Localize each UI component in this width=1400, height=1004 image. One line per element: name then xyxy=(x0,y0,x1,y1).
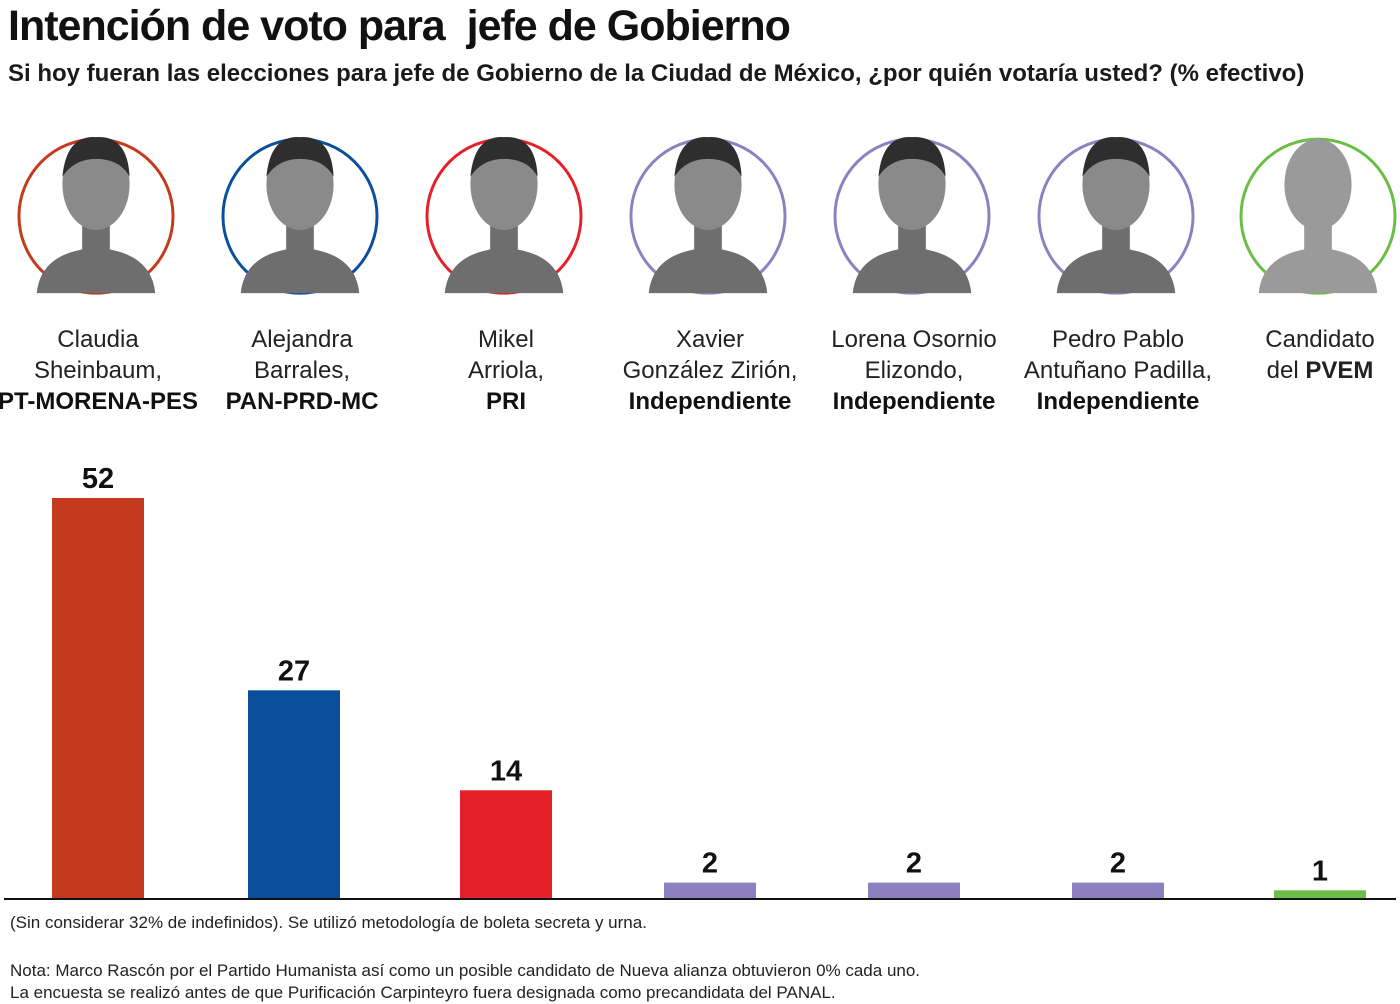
silhouette-icon xyxy=(1239,137,1397,295)
candidate-name-line: Claudia xyxy=(57,326,139,353)
candidate-name-line: Xavier xyxy=(675,326,745,353)
candidate-name-line: Pedro Pablo xyxy=(1051,326,1185,353)
candidate-name: Xavier González Zirión, Independiente xyxy=(608,324,812,417)
footnote-note: Nota: Marco Rascón por el Partido Humani… xyxy=(10,961,921,980)
portrait-icon xyxy=(833,137,991,295)
candidate-party: Independiente xyxy=(832,388,996,415)
data-label-7: 1 xyxy=(1312,855,1328,887)
chart-subtitle: Si hoy fueran las elecciones para jefe d… xyxy=(8,60,1305,87)
bar-1 xyxy=(52,498,144,898)
candidate-2: Alejandra Barrales, PAN-PRD-MC xyxy=(200,110,404,430)
bar-7 xyxy=(1274,890,1366,898)
bar-6 xyxy=(1072,882,1164,898)
footnote-undecided: (Sin considerar 32% de indefinidos). Se … xyxy=(10,913,647,932)
data-label-6: 2 xyxy=(1110,848,1126,880)
candidate-party: PAN-PRD-MC xyxy=(225,388,379,415)
bar-5 xyxy=(868,882,960,898)
footnote-survey: La encuesta se realizó antes de que Puri… xyxy=(10,983,836,1002)
candidate-4: Xavier González Zirión, Independiente xyxy=(608,110,812,430)
candidate-party: PT-MORENA-PES xyxy=(0,388,198,415)
portrait-icon xyxy=(1037,137,1195,295)
candidate-name-line: Candidato xyxy=(1265,326,1375,353)
candidate-name: Alejandra Barrales, PAN-PRD-MC xyxy=(200,324,404,417)
candidate-name: Mikel Arriola, PRI xyxy=(404,324,608,417)
candidate-party: Independiente xyxy=(628,388,792,415)
candidate-name-line: del PVEM xyxy=(1266,357,1374,384)
candidate-name-line: Antuñano Padilla, xyxy=(1023,357,1213,384)
portrait-icon xyxy=(425,137,583,295)
portrait-icon xyxy=(17,137,175,295)
data-label-5: 2 xyxy=(906,848,922,880)
candidate-3: Mikel Arriola, PRI xyxy=(404,110,608,430)
portrait-icon xyxy=(221,137,379,295)
candidate-name: Pedro Pablo Antuñano Padilla, Independient… xyxy=(1016,324,1220,417)
data-label-4: 2 xyxy=(702,848,718,880)
candidate-6: Pedro Pablo Antuñano Padilla, Independient… xyxy=(1016,110,1220,430)
candidate-7: Candidato del PVEM xyxy=(1218,110,1400,430)
data-label-3: 14 xyxy=(490,755,522,787)
portrait-icon xyxy=(629,137,787,295)
bar-4 xyxy=(664,882,756,898)
candidate-name: Claudia Sheinbaum, PT-MORENA-PES xyxy=(0,324,200,417)
candidate-name-line: Lorena Osornio xyxy=(831,326,997,353)
bar-3 xyxy=(460,790,552,898)
candidate-party: PVEM xyxy=(1305,357,1374,384)
candidate-name: Lorena Osornio Elizondo, Independiente xyxy=(812,324,1016,417)
candidate-name-line: Alejandra xyxy=(251,326,353,353)
candidate-name-line: Sheinbaum, xyxy=(33,357,163,384)
candidate-name-line: Barrales, xyxy=(253,357,351,384)
bar-2 xyxy=(248,690,340,898)
data-label-1: 52 xyxy=(82,463,114,495)
candidate-name-line: Elizondo, xyxy=(864,357,964,384)
footnotes: (Sin considerar 32% de indefinidos). Se … xyxy=(10,912,1390,1004)
candidate-name: Candidato del PVEM xyxy=(1218,324,1400,386)
candidate-name-line: Arriola, xyxy=(467,357,545,384)
data-label-2: 27 xyxy=(278,655,310,687)
candidate-5: Lorena Osornio Elizondo, Independiente xyxy=(812,110,1016,430)
bar-chart: 52 27 14 2 2 2 1 xyxy=(4,463,1396,900)
candidate-name-line: Mikel xyxy=(477,326,534,353)
chart-title: Intención de voto para jefe de Gobierno xyxy=(8,2,791,50)
candidate-1: Claudia Sheinbaum, PT-MORENA-PES xyxy=(0,110,200,430)
candidate-party: PRI xyxy=(485,388,526,415)
candidate-party: Independiente xyxy=(1036,388,1200,415)
candidate-name-line: González Zirión, xyxy=(622,357,798,384)
